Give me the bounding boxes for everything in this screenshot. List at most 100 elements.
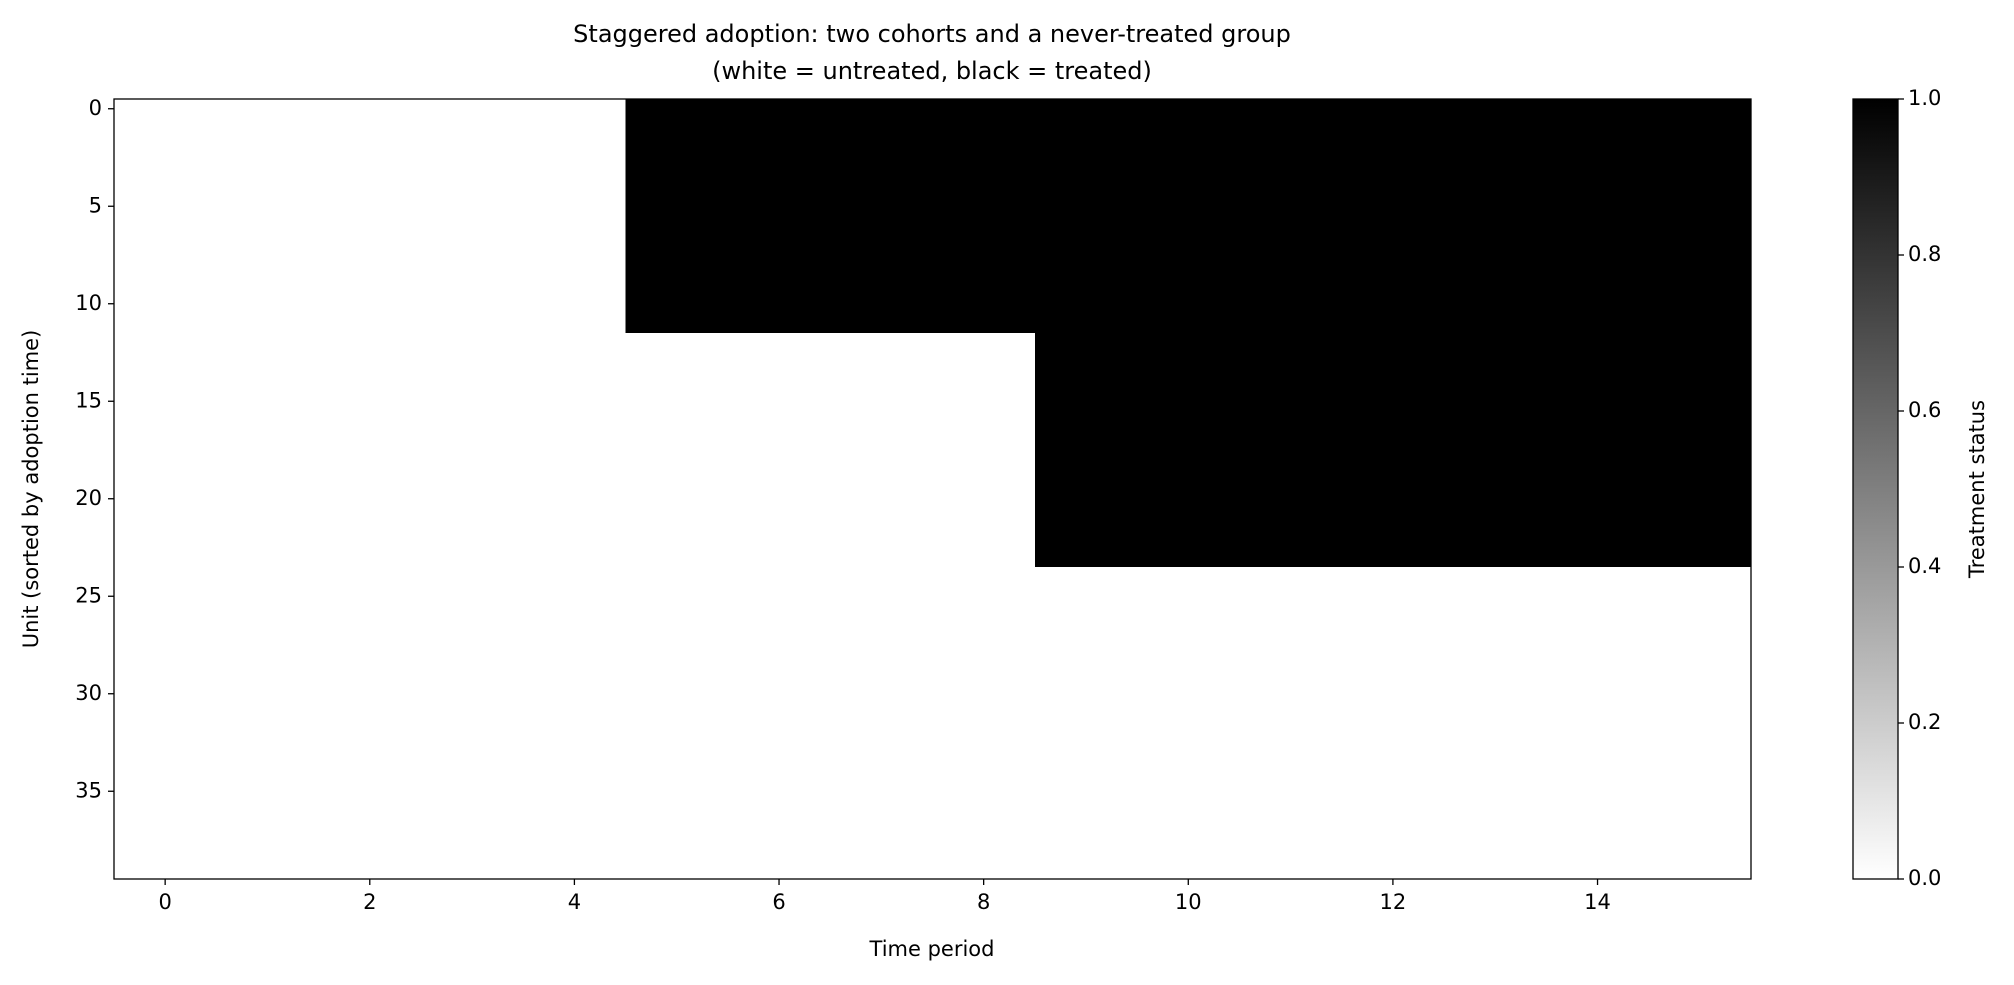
heatmap-cell — [420, 177, 524, 198]
heatmap-cell — [523, 528, 627, 549]
heatmap-cell — [1444, 352, 1547, 373]
heatmap-cell — [830, 489, 934, 510]
heatmap-cell — [1546, 684, 1650, 705]
heatmap-cell — [1137, 801, 1241, 822]
heatmap-cell — [523, 430, 627, 451]
heatmap-cell — [523, 625, 627, 646]
heatmap-cell — [1137, 684, 1241, 705]
heatmap-cell — [1444, 216, 1547, 237]
heatmap-cell — [727, 196, 831, 217]
heatmap-cell — [1137, 99, 1241, 120]
heatmap-cell — [932, 528, 1036, 549]
heatmap-cell — [727, 352, 831, 373]
heatmap-cell — [625, 664, 729, 685]
heatmap-cell — [932, 840, 1036, 861]
heatmap-cell — [727, 489, 831, 510]
heatmap-cell — [420, 606, 524, 627]
heatmap-cell — [114, 411, 217, 432]
heatmap-cell — [1137, 391, 1241, 412]
heatmap-cell — [1648, 450, 1752, 471]
x-tick-label: 0 — [158, 890, 171, 914]
heatmap-cell — [1546, 742, 1650, 763]
heatmap-cell — [114, 645, 217, 666]
heatmap-cell — [318, 645, 422, 666]
heatmap-cell — [932, 235, 1036, 256]
heatmap-cell — [216, 391, 320, 412]
heatmap-cell — [1239, 352, 1343, 373]
heatmap-cell — [1239, 723, 1343, 744]
heatmap-cell — [114, 801, 217, 822]
heatmap-cell — [830, 625, 934, 646]
heatmap-cell — [1034, 547, 1138, 568]
heatmap-cell — [114, 352, 217, 373]
heatmap-cell — [830, 255, 934, 276]
heatmap-cell — [1239, 742, 1343, 763]
heatmap-cell — [318, 157, 422, 178]
heatmap-cell — [1137, 489, 1241, 510]
x-tick-label: 14 — [1584, 890, 1611, 914]
heatmap-cell — [1341, 781, 1445, 802]
heatmap-cell — [1034, 469, 1138, 490]
heatmap-cell — [523, 255, 627, 276]
heatmap-cell — [216, 586, 320, 607]
x-tick-label: 8 — [977, 890, 990, 914]
heatmap-cell — [318, 333, 422, 354]
heatmap-cell — [1341, 274, 1445, 295]
x-tick-label: 6 — [772, 890, 785, 914]
heatmap-cell — [1444, 723, 1547, 744]
heatmap-cell — [625, 372, 729, 393]
colorbar-tick-label: 0.0 — [1908, 866, 1941, 890]
heatmap-cell — [114, 372, 217, 393]
heatmap-cell — [830, 567, 934, 588]
heatmap-cell — [727, 255, 831, 276]
heatmap-cell — [420, 294, 524, 315]
heatmap-cell — [625, 567, 729, 588]
heatmap-cell — [1648, 547, 1752, 568]
heatmap-cell — [216, 333, 320, 354]
heatmap-cell — [1341, 859, 1445, 880]
heatmap-cell — [1648, 801, 1752, 822]
heatmap-cell — [625, 489, 729, 510]
heatmap-cell — [420, 723, 524, 744]
heatmap-cell — [216, 216, 320, 237]
heatmap-cell — [318, 391, 422, 412]
heatmap-cell — [1034, 450, 1138, 471]
heatmap-cell — [420, 391, 524, 412]
heatmap-cell — [216, 255, 320, 276]
heatmap-cell — [216, 508, 320, 529]
heatmap-cell — [625, 645, 729, 666]
heatmap-cell — [1239, 411, 1343, 432]
heatmap-cell — [727, 645, 831, 666]
heatmap-cell — [523, 118, 627, 139]
heatmap-cell — [1546, 528, 1650, 549]
heatmap-cell — [1546, 196, 1650, 217]
heatmap-cell — [318, 196, 422, 217]
heatmap-cell — [1239, 196, 1343, 217]
heatmap-cell — [1444, 333, 1547, 354]
heatmap-cell — [1239, 118, 1343, 139]
heatmap-cell — [932, 547, 1036, 568]
heatmap-cell — [727, 138, 831, 159]
heatmap-cell — [1239, 586, 1343, 607]
heatmap-cell — [1648, 235, 1752, 256]
heatmap-cell — [1546, 99, 1650, 120]
y-tick-label: 15 — [75, 388, 102, 412]
x-tick-label: 4 — [568, 890, 581, 914]
heatmap-cell — [1034, 294, 1138, 315]
heatmap-cell — [523, 196, 627, 217]
heatmap-cell — [420, 528, 524, 549]
heatmap-cell — [1034, 801, 1138, 822]
heatmap-cell — [420, 567, 524, 588]
heatmap-cell — [1444, 391, 1547, 412]
heatmap-cell — [114, 391, 217, 412]
heatmap-cell — [114, 177, 217, 198]
heatmap-cell — [420, 762, 524, 783]
heatmap-cell — [114, 762, 217, 783]
colorbar-tick-label: 1.0 — [1908, 86, 1941, 110]
heatmap-cell — [318, 547, 422, 568]
heatmap-cell — [420, 781, 524, 802]
heatmap-cell — [523, 294, 627, 315]
heatmap-cell — [1137, 820, 1241, 841]
heatmap-cell — [625, 840, 729, 861]
heatmap-cell — [318, 586, 422, 607]
